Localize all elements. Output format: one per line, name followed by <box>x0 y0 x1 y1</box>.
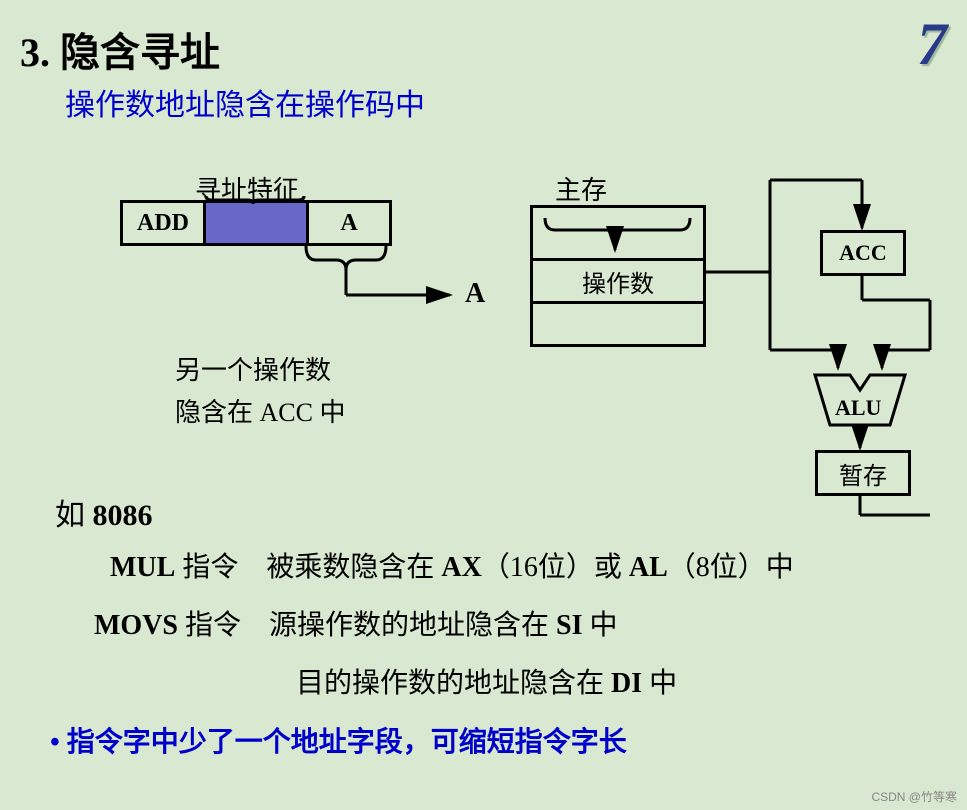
example-movs: MOVS 指令 源操作数的地址隐含在 SI 中 <box>94 603 618 643</box>
memory-label: 主存 <box>555 170 607 207</box>
example-mul: MUL 指令 被乘数隐含在 AX（16位）或 AL（8位）中 <box>110 545 794 585</box>
acc-box: ACC <box>820 230 906 276</box>
bullet-summary: • 指令字中少了一个地址字段，可缩短指令字长 <box>50 720 627 760</box>
mem-row-2 <box>533 304 703 347</box>
diagram: 寻址特征 ADD A <box>0 150 967 520</box>
note-implicit-acc: 另一个操作数 隐含在 ACC 中 <box>175 350 345 433</box>
mem-row-0 <box>533 208 703 261</box>
title: 3. 隐含寻址 <box>20 20 220 78</box>
alu-label: ALU <box>835 395 881 421</box>
mem-row-operand: 操作数 <box>533 261 703 304</box>
note-line1: 另一个操作数 <box>175 350 345 392</box>
example-header: 如 8086 <box>55 490 153 534</box>
note-line2: 隐含在 ACC 中 <box>175 392 345 434</box>
memory-box: 操作数 <box>530 205 706 347</box>
page-number: 7 <box>917 10 947 79</box>
arrow-a-label: A <box>465 278 485 310</box>
watermark: CSDN @竹等寒 <box>871 788 957 805</box>
temp-box: 暂存 <box>815 450 911 496</box>
subtitle: 操作数地址隐含在操作码中 <box>65 80 425 124</box>
example-movs-dst: 目的操作数的地址隐含在 DI 中 <box>296 661 677 701</box>
